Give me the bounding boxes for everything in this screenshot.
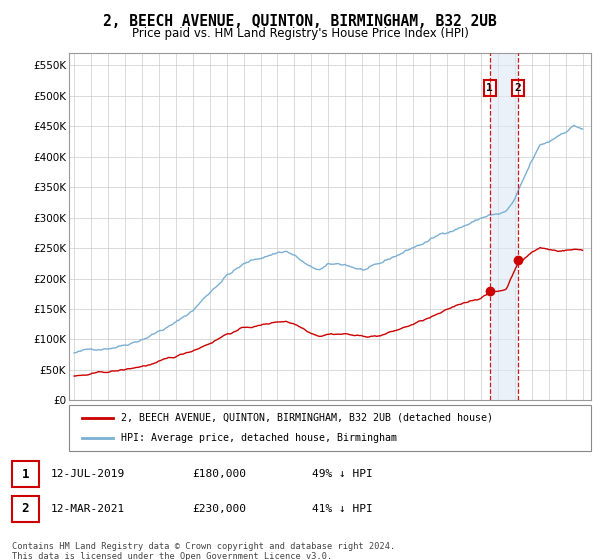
Text: 2, BEECH AVENUE, QUINTON, BIRMINGHAM, B32 2UB (detached house): 2, BEECH AVENUE, QUINTON, BIRMINGHAM, B3…: [121, 413, 493, 423]
Text: 12-JUL-2019: 12-JUL-2019: [51, 469, 125, 479]
Text: 12-MAR-2021: 12-MAR-2021: [51, 504, 125, 514]
Bar: [490, 53, 518, 400]
Text: 1: 1: [487, 83, 493, 93]
Text: 49% ↓ HPI: 49% ↓ HPI: [312, 469, 373, 479]
Text: 2: 2: [514, 83, 521, 93]
Text: £180,000: £180,000: [192, 469, 246, 479]
Text: 41% ↓ HPI: 41% ↓ HPI: [312, 504, 373, 514]
Text: 2, BEECH AVENUE, QUINTON, BIRMINGHAM, B32 2UB: 2, BEECH AVENUE, QUINTON, BIRMINGHAM, B3…: [103, 14, 497, 29]
FancyBboxPatch shape: [69, 405, 591, 451]
Text: Contains HM Land Registry data © Crown copyright and database right 2024.
This d: Contains HM Land Registry data © Crown c…: [12, 542, 395, 560]
Text: HPI: Average price, detached house, Birmingham: HPI: Average price, detached house, Birm…: [121, 433, 397, 443]
Text: £230,000: £230,000: [192, 504, 246, 514]
FancyBboxPatch shape: [12, 461, 39, 487]
FancyBboxPatch shape: [12, 496, 39, 522]
Text: 2: 2: [22, 502, 29, 515]
Text: 1: 1: [22, 468, 29, 480]
Text: Price paid vs. HM Land Registry's House Price Index (HPI): Price paid vs. HM Land Registry's House …: [131, 27, 469, 40]
